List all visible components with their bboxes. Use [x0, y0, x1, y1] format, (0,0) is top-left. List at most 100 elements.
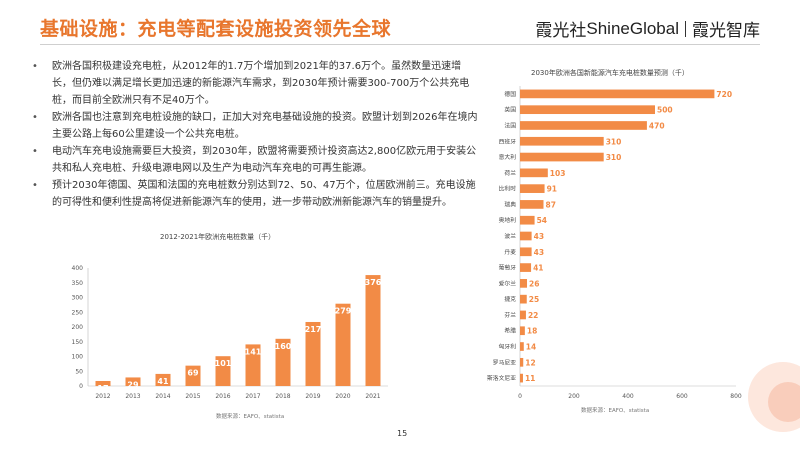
chart2-bar	[520, 231, 532, 241]
chart1-bar	[155, 373, 171, 386]
chart2-bar	[520, 373, 523, 383]
chart1-y-tick-label: 50	[75, 368, 83, 375]
chart1-y-tick-label: 400	[72, 265, 84, 272]
chart2-bar	[520, 310, 526, 320]
chart2-category-label: 法国	[504, 121, 516, 129]
chart1-data-label: 17	[97, 384, 108, 393]
chart1-data-label: 41	[157, 377, 169, 386]
chart2-bar	[520, 294, 527, 304]
chart2-data-label: 310	[606, 153, 622, 162]
chart1-x-tick-label: 2015	[185, 393, 200, 400]
chart2-category-label: 丹麦	[504, 248, 516, 256]
chart1-data-label: 160	[275, 342, 292, 351]
logo-brand-sub: 霞光智库	[692, 21, 760, 41]
logo-brand-cn: 霞光社	[535, 21, 587, 41]
chart1-data-label: 141	[245, 347, 262, 356]
chart1-bar	[275, 338, 291, 386]
chart1-x-tick-label: 2014	[155, 393, 170, 400]
chart1-x-tick-label: 2018	[275, 393, 290, 400]
chart1-y-tick-label: 300	[72, 295, 84, 302]
chart2-bar	[520, 357, 524, 367]
chart2-bar	[520, 121, 647, 130]
chart2-data-label: 18	[527, 327, 537, 336]
chart2-category-label: 匈牙利	[499, 343, 517, 351]
chart2-bar	[520, 152, 604, 162]
chart2-category-label: 德国	[504, 90, 516, 98]
chart1-x-tick-label: 2013	[125, 393, 140, 400]
chart2-category-label: 斯洛文尼亚	[487, 374, 516, 382]
chart1-bar	[245, 344, 261, 386]
chart1-bar	[125, 377, 141, 386]
chart1-data-label: 101	[215, 359, 232, 368]
chart2-data-label: 87	[545, 200, 555, 209]
chart1-y-tick-label: 250	[72, 309, 84, 316]
chart1-bar	[215, 356, 231, 386]
chart2-bar	[520, 89, 715, 99]
chart2-title: 2030年欧洲各国新能源汽车充电桩数量预测（千）	[531, 69, 689, 77]
chart2-country-forecast: 0 200 400 600 800 德国 720 英国 500 法国 470 西班牙 310 意大利 310…	[487, 86, 742, 400]
chart1-title: 2012-2021年欧洲充电桩数量（千）	[160, 233, 276, 241]
chart2-bar	[520, 184, 545, 193]
chart1-bar	[305, 321, 321, 386]
chart1-x-tick-label: 2017	[245, 393, 260, 400]
chart2-data-label: 720	[716, 90, 732, 99]
bullet-item: 欧洲各国也注意到充电桩设施的缺口，正加大对充电基础设施的投资。欧盟计划到2026…	[28, 109, 480, 143]
chart2-bar	[520, 326, 525, 336]
bullet-item: 电动汽车充电设施需要巨大投资，到2030年，欧盟将需要预计投资高达2,800亿欧…	[28, 143, 480, 177]
chart2-data-label: 91	[547, 185, 557, 194]
chart1-y-tick-label: 100	[72, 354, 84, 361]
chart2-x-tick-label: 600	[676, 393, 688, 400]
logo-brand-en: ShineGlobal	[586, 18, 679, 38]
chart2-data-label: 310	[606, 137, 622, 146]
chart2-category-label: 荷兰	[504, 169, 516, 177]
chart2-bar	[520, 247, 532, 257]
chart2-bar	[520, 342, 524, 351]
chart2-data-label: 14	[526, 343, 536, 352]
chart1-data-label: 217	[305, 325, 322, 334]
chart1-source: 数据来源：EAFO、statista	[216, 414, 285, 420]
chart2-category-label: 波兰	[504, 232, 516, 240]
chart1-data-label: 279	[335, 307, 352, 316]
chart1-data-label: 29	[127, 380, 139, 389]
chart2-bar	[520, 263, 532, 272]
logo-separator	[685, 20, 686, 37]
chart1-bar	[335, 303, 351, 386]
chart2-data-label: 12	[525, 358, 535, 367]
chart1-bar	[365, 275, 381, 386]
chart2-x-tick-label: 0	[518, 393, 522, 400]
chart2-data-label: 41	[533, 264, 543, 273]
chart1-x-tick-label: 2019	[305, 393, 320, 400]
chart2-category-label: 希腊	[504, 327, 516, 335]
chart2-bar	[520, 215, 535, 225]
decorative-circle-inner	[768, 382, 800, 422]
bullet-item: 预计2030年德国、英国和法国的充电桩数分别达到72、50、47万个，位居欧洲前…	[28, 177, 480, 211]
chart1-data-label: 69	[187, 369, 199, 378]
chart2-x-tick-label: 200	[568, 393, 580, 400]
chart2-bar	[520, 200, 544, 209]
chart2-x-tick-label: 800	[730, 393, 742, 400]
chart2-category-label: 意大利	[499, 153, 517, 161]
chart2-data-label: 22	[528, 311, 538, 320]
chart2-data-label: 43	[534, 248, 544, 257]
chart2-data-label: 103	[550, 169, 566, 178]
chart1-bar	[95, 380, 111, 386]
chart2-data-label: 470	[649, 121, 665, 130]
chart2-data-label: 43	[534, 232, 544, 241]
chart2-category-label: 西班牙	[499, 137, 517, 145]
chart2-data-label: 26	[529, 279, 539, 288]
chart2-x-tick-label: 400	[622, 393, 634, 400]
chart2-bar	[520, 168, 548, 178]
chart2-category-label: 英国	[504, 106, 516, 114]
chart2-category-label: 奥地利	[499, 216, 517, 224]
chart1-bar	[185, 365, 201, 386]
slide-title: 基础设施：充电等配套设施投资领先全球	[40, 18, 392, 40]
chart1-y-tick-label: 200	[72, 324, 84, 331]
header-divider	[40, 44, 760, 45]
chart2-data-label: 54	[537, 216, 547, 225]
chart2-bar	[520, 136, 604, 146]
chart1-x-tick-label: 2012	[95, 393, 110, 400]
chart1-y-tick-label: 150	[72, 339, 84, 346]
chart2-data-label: 500	[657, 106, 673, 115]
chart1-x-tick-label: 2021	[365, 393, 380, 400]
